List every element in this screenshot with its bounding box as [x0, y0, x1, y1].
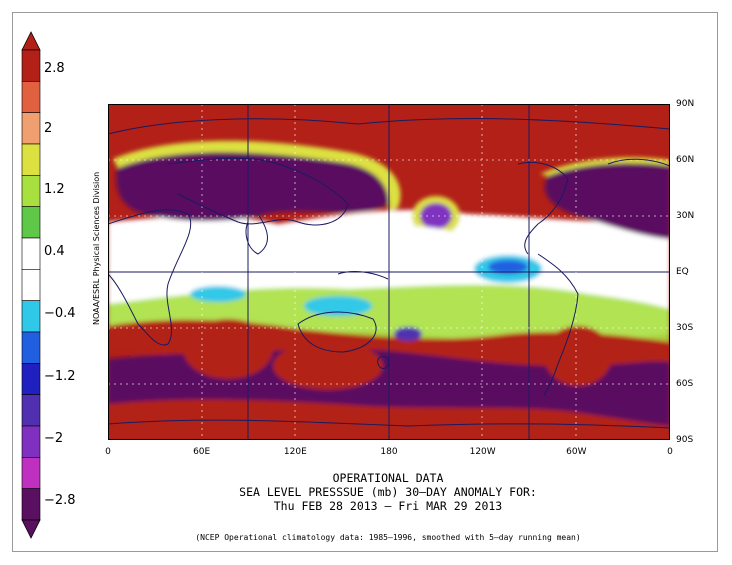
colorbar-segment: [21, 143, 41, 176]
colorbar-tick-label: −0.4: [44, 306, 76, 321]
latitude-label: 60N: [676, 155, 695, 165]
colorbar-segment: [21, 237, 41, 270]
latitude-label: 30S: [676, 323, 694, 333]
colorbar-segment: [21, 112, 41, 145]
latitude-label: 90N: [676, 99, 695, 109]
longitude-label: 0: [105, 447, 111, 457]
colorbar-segment: [21, 49, 41, 82]
climatology-note: (NCEP Operational climatology data: 1985…: [195, 533, 581, 542]
colorbar-top-arrow: [21, 31, 41, 51]
colorbar-segment: [21, 206, 41, 239]
colorbar-segment: [21, 331, 41, 364]
longitude-label: 60W: [566, 447, 587, 457]
colorbar-segment: [21, 269, 41, 301]
title-line-2: SEA LEVEL PRESSSUE (mb) 30–DAY ANOMALY F…: [239, 485, 537, 499]
credit-text: NOAA/ESRL Physical Sciences Division: [92, 171, 101, 325]
longitude-label: 0: [667, 447, 673, 457]
colorbar-segment: [21, 394, 41, 427]
title-line-3: Thu FEB 28 2013 – Fri MAR 29 2013: [273, 499, 503, 513]
colorbar-segment: [21, 457, 41, 489]
latitude-label: EQ: [676, 267, 689, 277]
colorbar-segment: [21, 488, 41, 521]
colorbar-segment: [21, 81, 41, 113]
latitude-label: 60S: [676, 379, 694, 389]
colorbar: [21, 31, 41, 539]
latitude-label: 30N: [676, 211, 695, 221]
colorbar-segment: [21, 175, 41, 207]
sea-level-pressure-anomaly-map: [108, 104, 670, 440]
colorbar-segment: [21, 363, 41, 395]
colorbar-segment: [21, 300, 41, 333]
colorbar-tick-label: 1.2: [44, 182, 65, 197]
figure-frame: [12, 12, 718, 552]
colorbar-tick-label: 2.8: [44, 61, 65, 76]
colorbar-segment: [21, 425, 41, 458]
colorbar-tick-label: −2.8: [44, 493, 76, 508]
longitude-label: 120W: [469, 447, 496, 457]
colorbar-tick-label: −2: [44, 431, 64, 446]
longitude-label: 180: [380, 447, 398, 457]
longitude-label: 120E: [283, 447, 307, 457]
latitude-label: 90S: [676, 435, 694, 445]
colorbar-bottom-arrow: [21, 519, 41, 539]
title-line-1: OPERATIONAL DATA: [332, 471, 444, 485]
colorbar-tick-label: 2: [44, 121, 53, 136]
colorbar-tick-label: 0.4: [44, 244, 65, 259]
longitude-label: 60E: [193, 447, 211, 457]
colorbar-tick-label: −1.2: [44, 369, 76, 384]
